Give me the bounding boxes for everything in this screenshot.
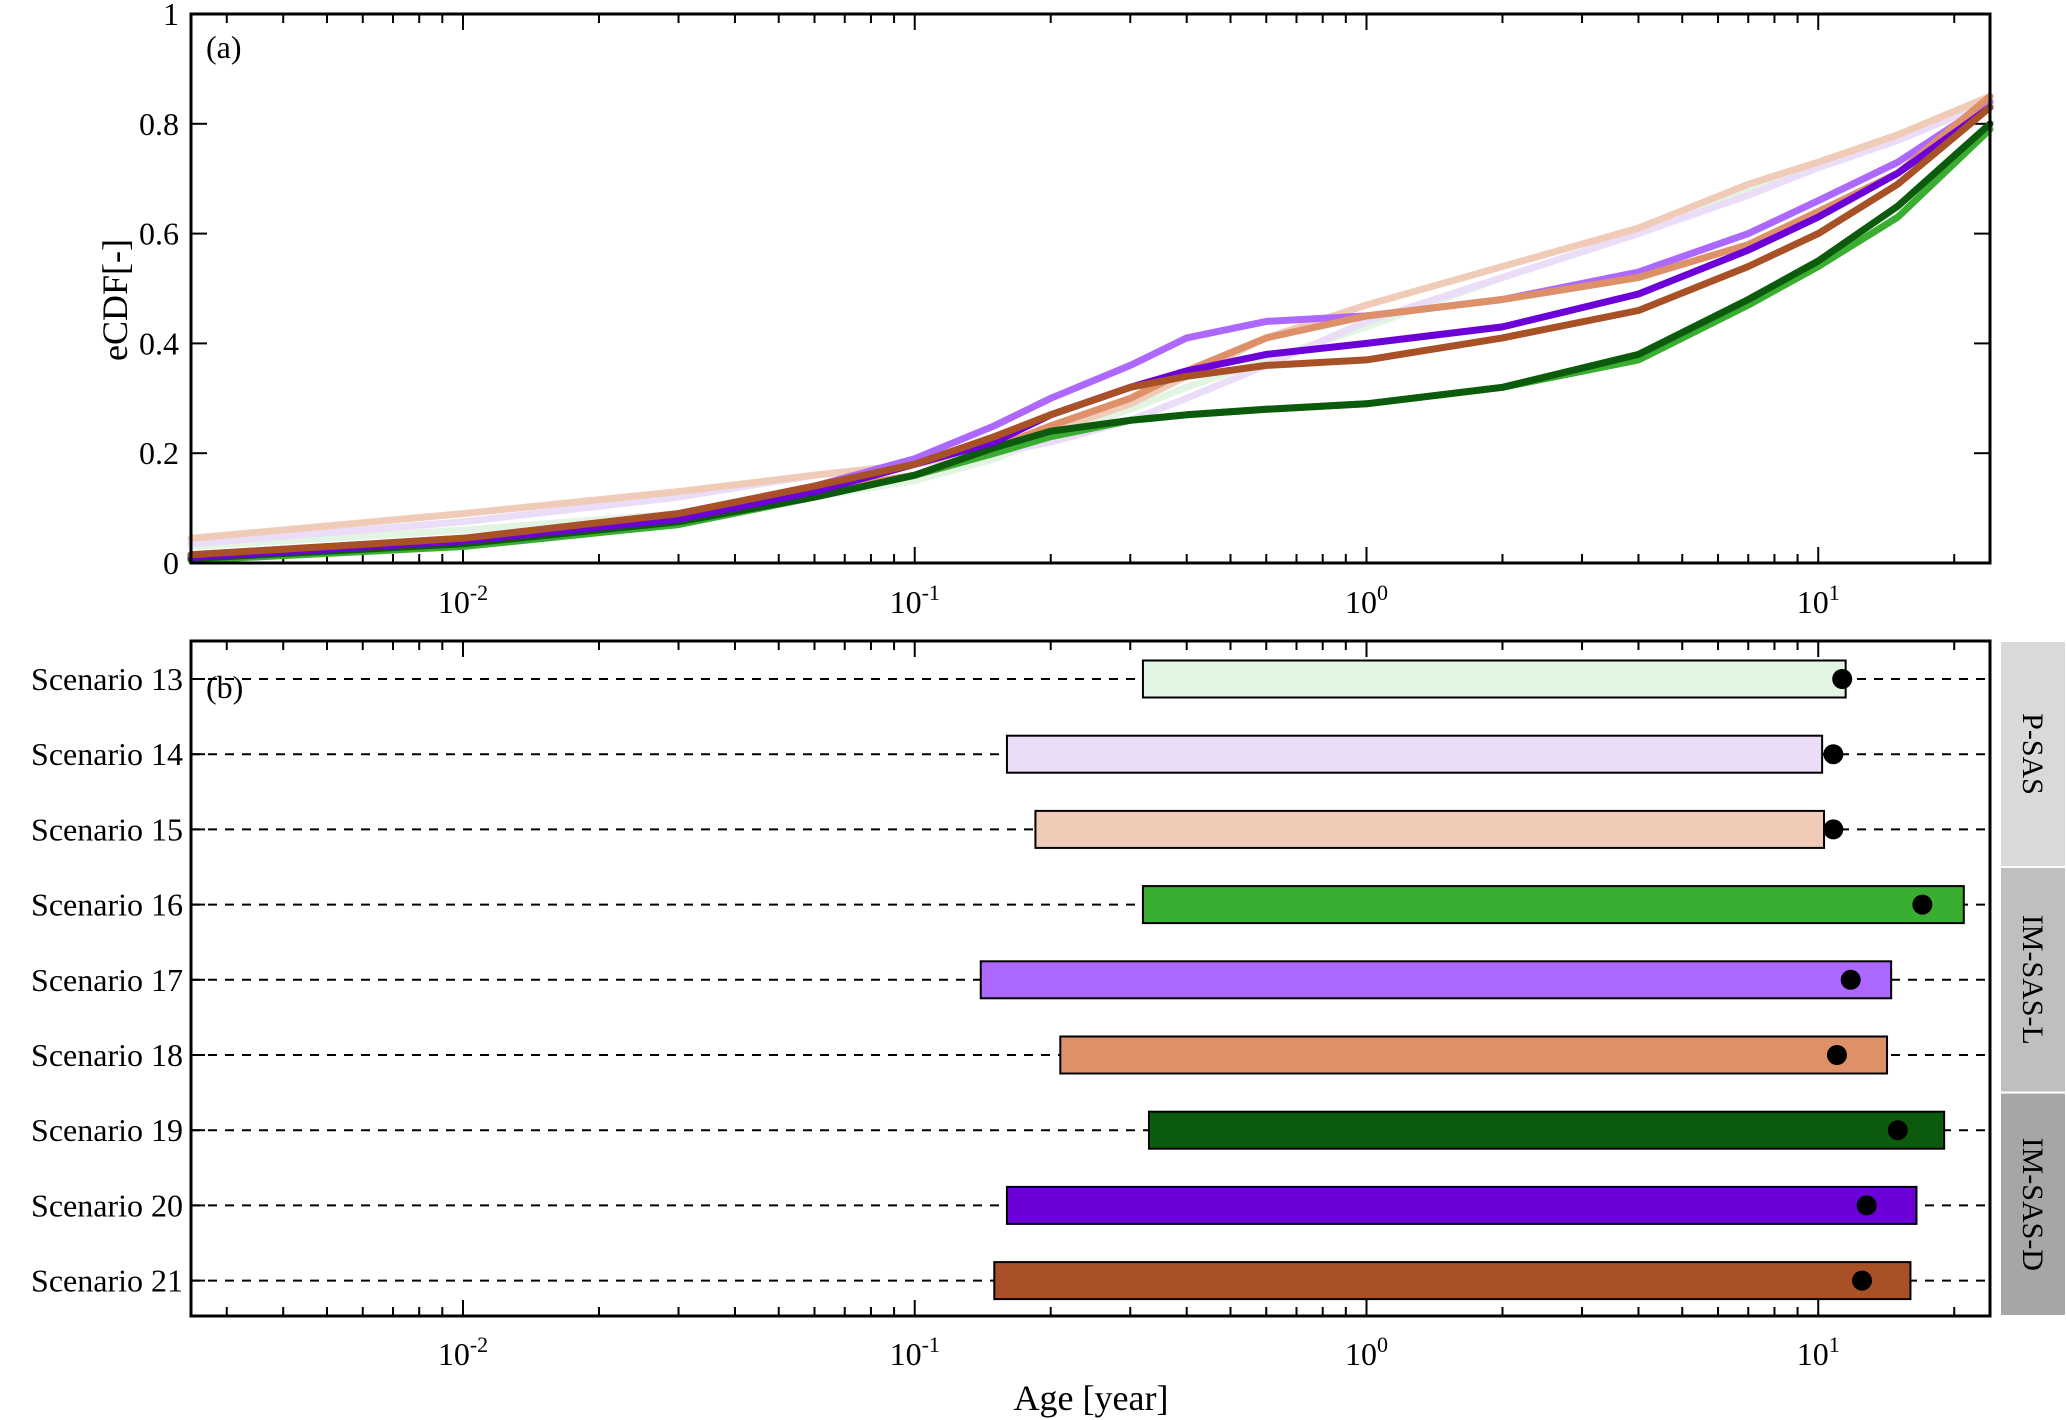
panel-a-y-tick-label: 0.8 [139,106,179,142]
scenario-marker [1887,1120,1908,1141]
scenario-label: Scenario 19 [31,1112,183,1148]
scenario-bar [1005,1185,1918,1225]
ecdf-series-line [187,120,1994,563]
panel-b-tick-labels: 10-2 10-1 100 101 Scenario 13 Scenario 14 Scen… [31,661,1840,1372]
group-strip [1999,866,2066,1094]
panel-b-group-strips: P-SAS IM-SAS-L IM-SAS-D [1999,640,2066,1317]
scenario-label: Scenario 14 [31,736,183,772]
ecdf-series-line [187,92,1994,560]
panel-a-x-tick-label: 10-1 [890,580,940,620]
group-label: P-SAS [2016,713,2049,795]
scenario-label: Scenario 16 [31,887,183,923]
group-strip [1999,640,2066,868]
group-label: IM-SAS-L [2016,915,2049,1045]
scenario-bar [1034,809,1826,849]
panel-b-x-tick-label: 10-1 [890,1332,940,1372]
panel-b-frame [189,639,1992,1318]
panel-a-y-tick-label: 0 [163,545,179,581]
panel-b-x-tick-label: 10-2 [438,1332,488,1372]
scenario-bar [1141,885,1965,925]
scenario-bar [1147,1110,1946,1150]
panel-a-y-tick-label: 0.6 [139,216,179,252]
scenario-label: Scenario 21 [31,1263,183,1299]
ecdf-series-line [187,103,1994,559]
panel-b-x-axis-title: Age [year] [1014,1378,1169,1418]
scenario-label: Scenario 15 [31,811,183,847]
panel-a-y-tick-label: 1 [163,0,179,32]
scenario-marker [1852,1270,1873,1291]
group-strip [1999,1091,2066,1317]
panel-a-series [187,92,1994,564]
ecdf-series-line [187,98,1994,550]
panel-a-label: (a) [206,29,242,65]
panel-a-ecdf-chart: 0 0.2 0.4 0.6 0.8 1 10-2 10-1 100 101 (a) eCDF[-] [95,0,1994,620]
panel-b-label: (b) [206,669,243,705]
scenario-label: Scenario 13 [31,661,183,697]
panel-a-y-tick-label: 0.4 [139,325,179,361]
panel-a-x-tick-label: 101 [1797,580,1840,620]
panel-a-frame [189,12,1992,565]
panel-a-x-tick-label: 10-2 [438,580,488,620]
panel-b-bars [191,659,1990,1301]
scenario-bar [993,1261,1912,1301]
ecdf-series-line [187,98,1994,559]
scenario-marker [1912,894,1933,915]
panel-a-y-tick-label: 0.2 [139,435,179,471]
scenario-label: Scenario 18 [31,1037,183,1073]
panel-b-x-tick-label: 101 [1797,1332,1840,1372]
scenario-bar [979,960,1893,1000]
panel-b-age-range-chart: P-SAS IM-SAS-L IM-SAS-D 10-2 10-1 100 101 Scen… [31,639,2066,1418]
panel-a-x-tick-label: 100 [1345,580,1388,620]
group-label: IM-SAS-D [2016,1138,2049,1271]
panel-a-y-axis-title: eCDF[-] [95,239,135,361]
scenario-label: Scenario 20 [31,1187,183,1223]
scenario-marker [1826,1045,1847,1065]
scenario-marker [1823,819,1844,840]
scenario-marker [1832,669,1853,689]
panel-a-tick-labels: 0 0.2 0.4 0.6 0.8 1 10-2 10-1 100 101 [139,0,1840,620]
scenario-marker [1840,969,1861,990]
panel-a-ticks [191,13,1990,564]
ecdf-series-line [187,103,1994,561]
panel-b-x-tick-label: 100 [1345,1332,1388,1372]
scenario-marker [1856,1195,1877,1216]
scenario-bar [1141,659,1847,699]
scenario-marker [1823,744,1844,765]
scenario-label: Scenario 17 [31,962,183,998]
scenario-bar [1059,1035,1889,1075]
scenario-bar [1005,734,1824,774]
